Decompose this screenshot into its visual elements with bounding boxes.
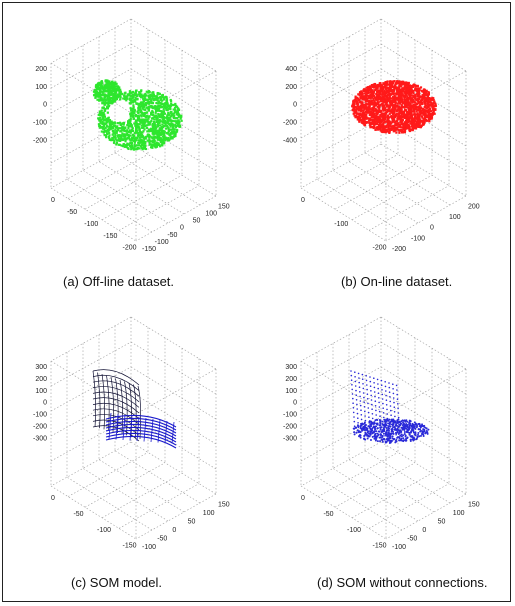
caption-b: (b) On-line dataset. bbox=[341, 274, 453, 289]
x-tick-label: -100 bbox=[84, 221, 98, 228]
z-tick-label: -200 bbox=[283, 423, 297, 430]
x-tick-label: -200 bbox=[372, 245, 386, 252]
y-tick-label: 50 bbox=[188, 518, 196, 525]
y-tick-label: -50 bbox=[157, 535, 167, 542]
y-tick-label: 100 bbox=[203, 510, 215, 517]
panel-d-som-without-connections: 300 200 100 0 -100 -200 -300 0 -50 -100 -150 -100 -5… bbox=[261, 309, 501, 590]
z-tick-label: -200 bbox=[33, 137, 47, 144]
caption-a: (a) Off-line dataset. bbox=[63, 274, 175, 289]
z-tick-label: 0 bbox=[293, 400, 297, 407]
y-tick-label: 0 bbox=[422, 527, 426, 534]
z-tick-label: -100 bbox=[283, 412, 297, 419]
x-tick-label: -100 bbox=[347, 527, 361, 534]
y-tick-label: 0 bbox=[180, 225, 184, 232]
z-tick-label: 300 bbox=[285, 364, 297, 371]
x-tick-label: -50 bbox=[323, 511, 333, 518]
panel-a-offline-dataset: 200 100 0 -100 -200 0 -50 -100 -150 -200 -150 -100-… bbox=[11, 11, 251, 291]
z-tick-label: -200 bbox=[283, 119, 297, 126]
point-cloud-online bbox=[351, 80, 437, 134]
y-tick-label: -100 bbox=[411, 235, 425, 242]
z-tick-label: 300 bbox=[35, 364, 47, 371]
caption-d: (d) SOM without connections. bbox=[317, 575, 488, 590]
x-tick-label: 0 bbox=[301, 495, 305, 502]
y-tick-label: 50 bbox=[193, 218, 201, 225]
y-tick-label: -50 bbox=[167, 232, 177, 239]
axes-box bbox=[300, 316, 467, 540]
z-tick-label: 200 bbox=[35, 66, 47, 73]
x-tick-label: -100 bbox=[97, 527, 111, 534]
y-tick-label: -100 bbox=[392, 544, 406, 551]
z-tick-label: -200 bbox=[33, 423, 47, 430]
z-tick-label: 0 bbox=[43, 102, 47, 109]
x-tick-label: 0 bbox=[51, 197, 55, 204]
y-tick-label: -50 bbox=[407, 535, 417, 542]
x-tick-label: -150 bbox=[372, 543, 386, 550]
z-tick-label: 0 bbox=[293, 102, 297, 109]
x-tick-label: -50 bbox=[73, 511, 83, 518]
y-tick-label: 150 bbox=[468, 501, 480, 508]
y-tick-label: 0 bbox=[430, 225, 434, 232]
x-tick-label: -50 bbox=[67, 209, 77, 216]
figure-frame: 200 100 0 -100 -200 0 -50 -100 -150 -200 -150 -100-… bbox=[2, 2, 511, 602]
y-tick-label: 150 bbox=[218, 501, 230, 508]
z-tick-label: -100 bbox=[33, 412, 47, 419]
z-tick-label: 0 bbox=[43, 400, 47, 407]
caption-c: (c) SOM model. bbox=[71, 575, 163, 590]
som-nodes bbox=[350, 370, 430, 444]
y-tick-label: 100 bbox=[449, 214, 461, 221]
point-cloud-offline bbox=[97, 89, 183, 151]
axes-box bbox=[50, 18, 217, 242]
y-tick-label: -150 bbox=[142, 246, 156, 253]
som-mesh-seat bbox=[105, 412, 177, 449]
x-tick-label: -200 bbox=[122, 245, 136, 252]
y-tick-label: -100 bbox=[155, 239, 169, 246]
x-tick-label: -100 bbox=[334, 221, 348, 228]
y-tick-label: 150 bbox=[218, 203, 230, 210]
y-tick-label: 100 bbox=[205, 210, 217, 217]
z-tick-label: 200 bbox=[35, 376, 47, 383]
y-tick-label: 50 bbox=[438, 518, 446, 525]
axes-box bbox=[50, 316, 217, 540]
x-tick-label: -150 bbox=[103, 233, 117, 240]
plot-online-dataset: 400 200 0 -200 -400 0 -100 -200 -200 -100 0 100 200 bbox=[283, 18, 480, 253]
z-tick-label: 200 bbox=[285, 84, 297, 91]
z-tick-label: 100 bbox=[285, 388, 297, 395]
z-tick-label: -100 bbox=[33, 119, 47, 126]
panel-b-online-dataset: 400 200 0 -200 -400 0 -100 -200 -200 -100 0 100 200 … bbox=[261, 11, 501, 291]
y-tick-label: 100 bbox=[453, 510, 465, 517]
point-cloud-offline-top bbox=[92, 79, 122, 105]
y-tick-label: -100 bbox=[142, 544, 156, 551]
z-tick-label: 100 bbox=[35, 388, 47, 395]
panel-c-som-model: 300 200 100 0 -100 -200 -300 0 -50 -100 -150 -100 -5… bbox=[11, 309, 251, 590]
z-tick-label: 100 bbox=[35, 84, 47, 91]
som-mesh bbox=[92, 369, 142, 442]
z-tick-label: -300 bbox=[283, 435, 297, 442]
y-tick-label: 200 bbox=[468, 203, 480, 210]
z-tick-label: 400 bbox=[285, 66, 297, 73]
y-tick-label: -200 bbox=[392, 246, 406, 253]
z-tick-label: 200 bbox=[285, 376, 297, 383]
x-tick-label: -150 bbox=[122, 543, 136, 550]
z-tick-label: -400 bbox=[283, 137, 297, 144]
x-tick-label: 0 bbox=[301, 197, 305, 204]
y-tick-label: 0 bbox=[172, 527, 176, 534]
x-tick-label: 0 bbox=[51, 495, 55, 502]
z-tick-label: -300 bbox=[33, 435, 47, 442]
